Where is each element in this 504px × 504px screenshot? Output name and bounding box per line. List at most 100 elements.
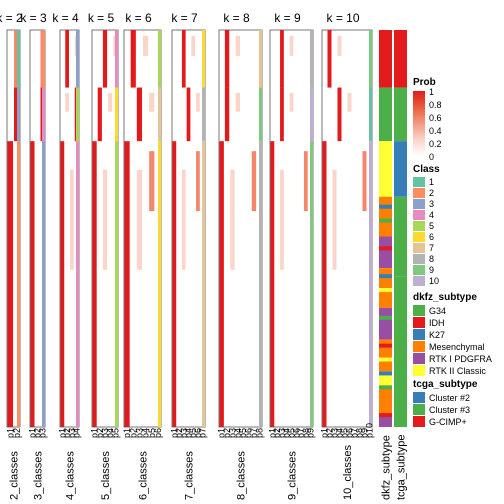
class-strip — [17, 87, 20, 142]
tick-label: p7 — [249, 428, 259, 438]
tick-label: p5 — [287, 428, 297, 438]
class-label: 8 — [429, 254, 434, 264]
tick-label: p7 — [296, 428, 306, 438]
dkfz-cell — [379, 415, 392, 427]
class-strip — [259, 30, 262, 88]
prob-block — [289, 92, 294, 112]
tick-label: p8 — [355, 428, 365, 438]
prob-block — [337, 87, 342, 142]
class-strip — [369, 87, 372, 142]
class-swatch — [413, 221, 425, 231]
tick-label: p1 — [90, 428, 100, 438]
dkfz-track — [379, 30, 392, 427]
class-strip — [42, 87, 45, 142]
dkfz-swatch — [413, 317, 425, 328]
class-strip — [202, 87, 205, 142]
dkfz-cell — [379, 301, 392, 306]
class-swatch — [413, 199, 425, 209]
dkfz-cell — [379, 196, 392, 237]
annotation-label: tcga_subtype — [396, 435, 408, 500]
tick-label: p6 — [291, 428, 301, 438]
tick-label: p3 — [100, 428, 110, 438]
tick-label: p5 — [238, 428, 248, 438]
dkfz-cell — [379, 315, 392, 320]
class-strip — [17, 30, 20, 88]
tick-label: p3 — [277, 428, 287, 438]
prob-block — [136, 169, 142, 270]
class-strip — [115, 30, 118, 88]
tick-label: p2 — [272, 428, 282, 438]
prob-label: 0 — [429, 152, 434, 162]
tick-label: p4 — [105, 428, 115, 438]
prob-block — [362, 151, 367, 212]
class-swatch — [413, 188, 425, 198]
prob-block — [327, 30, 332, 88]
tick-label: p2 — [95, 428, 105, 438]
dkfz-cell — [379, 204, 392, 209]
class-strip — [42, 141, 45, 427]
prob-block — [65, 92, 69, 112]
class-swatch — [413, 276, 425, 286]
legend-title-tcga: tcga_subtype — [413, 379, 478, 390]
tick-label: p10 — [365, 423, 375, 438]
prob-block — [280, 87, 284, 142]
dkfz-swatch — [413, 341, 425, 352]
tcga-label: Cluster #3 — [429, 405, 470, 415]
prob-block — [251, 151, 257, 212]
tcga-cell — [394, 30, 407, 88]
prob-block — [124, 141, 130, 427]
class-label: 4 — [429, 210, 434, 220]
panel-title: k = 8 — [223, 11, 250, 25]
tick-label: p6 — [193, 428, 203, 438]
prob-label: 0.2 — [429, 139, 442, 149]
prob-block — [97, 87, 102, 142]
prob-label: 0.6 — [429, 113, 442, 123]
dkfz-cell — [379, 218, 392, 223]
prob-block — [149, 151, 155, 212]
dkfz-cell — [379, 260, 392, 265]
panel-xlabel: 2_classes — [9, 451, 21, 500]
prob-block — [102, 169, 108, 270]
prob-block — [235, 35, 240, 56]
prob-block — [181, 169, 186, 270]
dkfz-label: G34 — [429, 306, 446, 316]
panel-title: k = 10 — [326, 11, 359, 25]
panel-xlabel: 3_classes — [33, 451, 45, 500]
prob-block — [289, 35, 294, 56]
class-label: 2 — [429, 188, 434, 198]
prob-block — [143, 35, 149, 56]
panel-xlabel: 9_classes — [287, 451, 299, 500]
tick-label: p4 — [335, 428, 345, 438]
tick-label: p5 — [147, 428, 157, 438]
tick-label: p1 — [122, 428, 132, 438]
tick-label: p5 — [340, 428, 350, 438]
dkfz-label: K27 — [429, 330, 445, 340]
class-strip — [115, 87, 118, 142]
panel-title: k = 3 — [20, 11, 47, 25]
prob-block — [337, 35, 342, 56]
tick-label: p3 — [330, 428, 340, 438]
tcga-track — [394, 30, 407, 427]
prob-label: 0.4 — [429, 126, 442, 136]
prob-block — [196, 151, 200, 212]
tcga-swatch — [413, 392, 425, 403]
prob-label: 0.8 — [429, 100, 442, 110]
dkfz-cell — [379, 329, 392, 334]
prob-block — [186, 87, 191, 142]
class-strip — [310, 87, 313, 142]
dkfz-label: RTK II Classic — [429, 366, 486, 376]
tick-label: p2 — [12, 428, 22, 438]
dkfz-swatch — [413, 365, 425, 376]
class-label: 6 — [429, 232, 434, 242]
tick-label: p6 — [244, 428, 254, 438]
tick-label: p9 — [306, 428, 316, 438]
tick-label: p4 — [184, 428, 194, 438]
prob-block — [280, 169, 284, 270]
panel-title: k = 6 — [125, 11, 152, 25]
annotation-tracks: dkfz_subtype tcga_subtype — [379, 30, 408, 500]
